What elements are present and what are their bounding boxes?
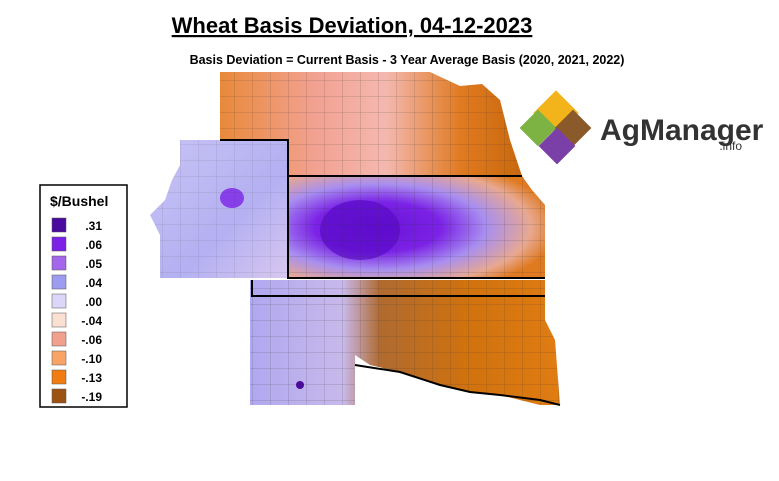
legend-label: -.13 [81,371,102,385]
legend-label: .31 [85,219,102,233]
subtitle: Basis Deviation = Current Basis - 3 Year… [190,53,625,67]
title: Wheat Basis Deviation, 04-12-2023 [172,13,533,38]
legend-label: .00 [85,295,102,309]
legend-swatch [51,293,67,309]
legend-title: $/Bushel [50,193,108,209]
legend-label: .05 [85,257,102,271]
logo-name: AgManager [600,114,764,147]
legend-swatch [51,350,67,366]
legend-swatch [51,369,67,385]
legend-swatch [51,274,67,290]
logo-suffix: .info [719,139,742,153]
legend: $/Bushel .31 .06 .05 .04 .00 -.04 -.06 -.10 -.13… [39,184,128,408]
legend-swatch [51,312,67,328]
logo: AgManager .info [519,90,764,165]
legend-swatch [51,255,67,271]
legend-label: .06 [85,238,102,252]
legend-label: -.06 [81,333,102,347]
legend-label: .04 [85,276,102,290]
legend-swatch [51,217,67,233]
legend-label: -.04 [81,314,102,328]
legend-swatch [51,388,67,404]
legend-swatch [51,236,67,252]
map [150,72,561,406]
legend-label: -.10 [81,352,102,366]
legend-swatch [51,331,67,347]
legend-label: -.19 [81,390,102,404]
